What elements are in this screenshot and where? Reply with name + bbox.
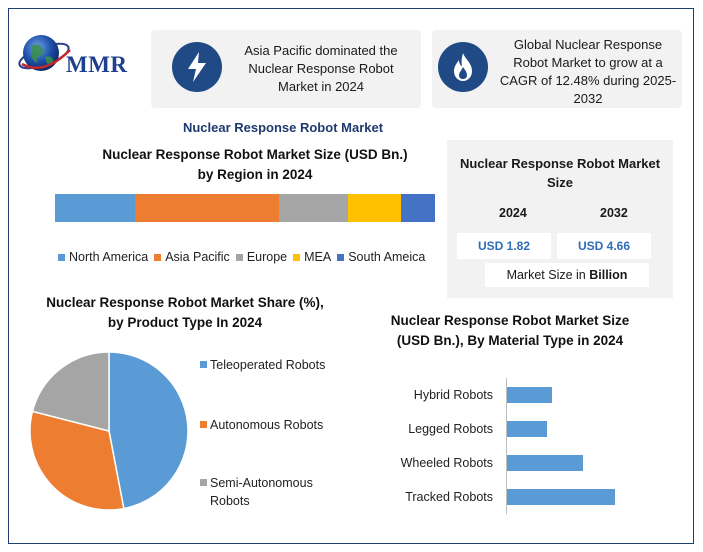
- logo-text: MMR: [66, 52, 128, 77]
- main-title: Nuclear Response Robot Market: [182, 120, 384, 135]
- legend-swatch: [337, 253, 345, 261]
- highlight-text-region: Asia Pacific dominated the Nuclear Respo…: [244, 43, 398, 94]
- highlight-text-cagr: Global Nuclear Response Robot Market to …: [499, 37, 677, 106]
- material-bar-wheeled-robots: [507, 455, 583, 471]
- flame-icon: [438, 42, 488, 92]
- legend-swatch: [200, 421, 207, 428]
- market-size-title: Nuclear Response Robot Market Size: [459, 156, 661, 190]
- region-stacked-bar: [55, 194, 435, 222]
- pie-slice-teleoperated-robots: [108, 351, 189, 510]
- legend-label: Asia Pacific: [165, 250, 230, 264]
- region-legend-item-mea: MEA: [293, 250, 331, 264]
- legend-label: Teleoperated Robots: [210, 358, 326, 372]
- legend-label: MEA: [304, 250, 332, 264]
- year-2024-label: 2024: [499, 206, 527, 220]
- legend-label: Autonomous Robots: [210, 418, 324, 432]
- material-label-tracked-robots: Tracked Robots: [405, 490, 493, 504]
- pie-legend-item-autonomous-robots: Autonomous Robots: [200, 416, 323, 434]
- highlight-card-cagr: Global Nuclear Response Robot Market to …: [432, 30, 682, 108]
- market-size-panel: Nuclear Response Robot Market Size 2024 …: [447, 140, 673, 298]
- region-bar-segment-europe: [279, 194, 348, 222]
- legend-swatch: [58, 253, 65, 261]
- region-bar-segment-north-america: [55, 194, 135, 222]
- region-legend-item-south-ameica: South Ameica: [337, 250, 425, 264]
- globe-icon: [18, 35, 71, 71]
- legend-swatch: [200, 479, 207, 486]
- region-legend-item-asia-pacific: Asia Pacific: [154, 250, 230, 264]
- pie-legend-item-teleoperated-robots: Teleoperated Robots: [200, 356, 325, 374]
- pie-slice-semi-autonomous-robots: [31, 351, 110, 432]
- unit-bold: Billion: [589, 268, 628, 282]
- legend-swatch: [154, 253, 162, 261]
- material-label-legged-robots: Legged Robots: [408, 422, 493, 436]
- pie-slice-autonomous-robots: [29, 410, 125, 511]
- pie-legend-item-semi-autonomous-robots: Semi-Autonomous Robots: [200, 474, 313, 510]
- highlight-card-region: Asia Pacific dominated the Nuclear Respo…: [151, 30, 421, 108]
- legend-label: North America: [69, 250, 149, 264]
- region-bar-segment-mea: [347, 194, 401, 222]
- region-legend-item-europe: Europe: [235, 250, 288, 264]
- material-label-hybrid-robots: Hybrid Robots: [413, 388, 493, 402]
- legend-label: South Ameica: [348, 250, 426, 264]
- legend-swatch: [293, 253, 301, 261]
- lightning-icon: [172, 42, 222, 92]
- region-bar-segment-asia-pacific: [134, 194, 280, 222]
- region-chart-title: Nuclear Response Robot Market Size (USD …: [102, 147, 408, 182]
- legend-label: Robots: [210, 494, 250, 508]
- value-2024: USD 1.82: [457, 233, 551, 259]
- legend-swatch: [200, 361, 207, 368]
- region-bar-segment-south-ameica: [400, 194, 435, 222]
- material-bar-tracked-robots: [507, 489, 615, 505]
- pie-chart-title: Nuclear Response Robot Market Share (%),…: [46, 295, 324, 330]
- material-label-wheeled-robots: Wheeled Robots: [400, 456, 493, 470]
- material-bar-legged-robots: [507, 421, 547, 437]
- legend-swatch: [235, 253, 243, 261]
- legend-label: Europe: [246, 250, 288, 264]
- market-size-unit: Market Size in Billion: [485, 263, 649, 287]
- mmr-logo: MMR: [14, 26, 144, 86]
- legend-label: Semi-Autonomous: [210, 476, 313, 490]
- material-chart-axis: [506, 378, 507, 514]
- material-bar-hybrid-robots: [507, 387, 553, 403]
- unit-prefix: Market Size in: [506, 268, 590, 282]
- year-2032-label: 2032: [600, 206, 628, 220]
- region-legend-item-north-america: North America: [58, 250, 148, 264]
- value-2032: USD 4.66: [557, 233, 651, 259]
- product-type-pie: [29, 351, 189, 511]
- material-chart-title: Nuclear Response Robot Market Size (USD …: [390, 313, 630, 348]
- region-legend: North America Asia Pacific Europe MEA South …: [58, 250, 438, 264]
